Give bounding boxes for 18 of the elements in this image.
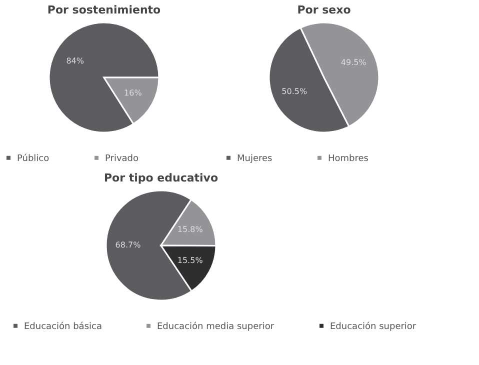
chart-title: Por sexo (297, 4, 352, 16)
chart-title: Por sostenimiento (47, 4, 162, 16)
data-label: 50.5% (282, 87, 308, 96)
data-label: 16% (124, 88, 142, 98)
chart-title: Por tipo educativo (104, 172, 218, 184)
legend-label: Educación media superior (157, 320, 274, 332)
data-label: 84% (66, 56, 84, 66)
legend-label: Hombres (328, 154, 369, 164)
legend-label: Privado (105, 154, 140, 164)
data-label: 68.7% (115, 240, 142, 250)
data-label: 15.5% (177, 256, 204, 266)
pie-slice (48, 22, 160, 134)
legend-label: Mujeres (237, 154, 273, 164)
legend-label: Público (17, 152, 50, 164)
legend-label: Educación básica (24, 320, 102, 332)
data-label: 15.8% (177, 224, 204, 234)
legend-label: Educación superior (330, 320, 416, 332)
data-label: 49.5% (340, 58, 367, 67)
